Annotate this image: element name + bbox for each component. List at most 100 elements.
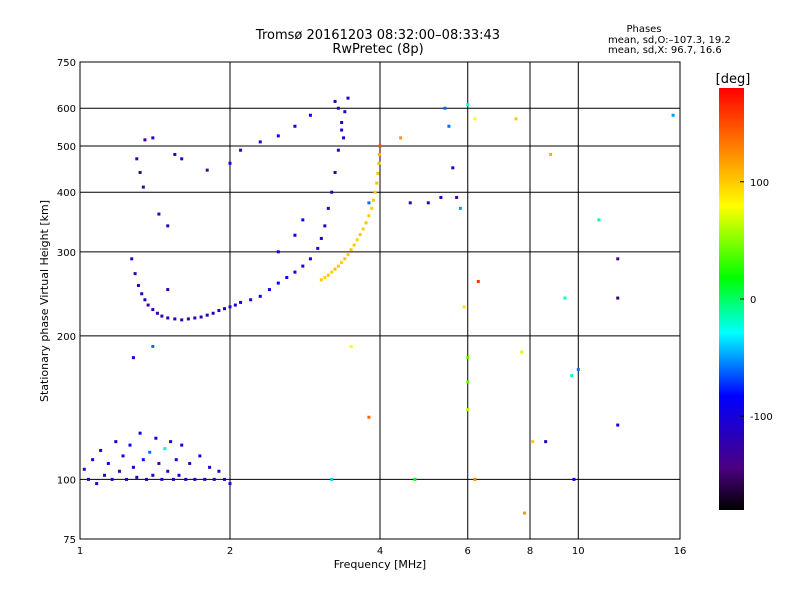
- data-point: [208, 465, 212, 469]
- data-point: [205, 313, 209, 317]
- data-point: [180, 318, 184, 322]
- data-point: [131, 465, 135, 469]
- data-point: [333, 99, 337, 103]
- data-point: [340, 128, 344, 132]
- data-point: [106, 461, 110, 465]
- data-point: [135, 157, 139, 161]
- data-point: [177, 473, 181, 477]
- data-point: [343, 257, 347, 261]
- data-point: [203, 477, 207, 481]
- data-point: [166, 224, 170, 228]
- data-point: [439, 195, 443, 199]
- data-point: [114, 440, 118, 444]
- data-point: [199, 315, 203, 319]
- data-point: [143, 138, 147, 142]
- data-point: [330, 477, 334, 481]
- data-point: [258, 294, 262, 298]
- data-point: [117, 469, 121, 473]
- data-point: [597, 218, 601, 222]
- data-point: [544, 440, 548, 444]
- data-point: [367, 201, 371, 205]
- data-point: [169, 440, 173, 444]
- data-point: [146, 303, 150, 307]
- data-point: [154, 436, 158, 440]
- data-point: [173, 317, 177, 321]
- x-tick-label: 4: [377, 546, 383, 557]
- data-point: [293, 233, 297, 237]
- data-point: [616, 257, 620, 261]
- data-point: [408, 201, 412, 205]
- data-point: [367, 214, 371, 218]
- data-point: [211, 311, 215, 315]
- data-point: [141, 458, 145, 462]
- x-tick-label: 16: [674, 546, 687, 557]
- data-point: [267, 288, 271, 292]
- data-point: [184, 477, 188, 481]
- data-point: [121, 454, 125, 458]
- data-point: [285, 276, 289, 280]
- data-point: [276, 134, 280, 138]
- data-point: [520, 350, 524, 354]
- data-point: [166, 469, 170, 473]
- data-point: [451, 166, 455, 170]
- data-point: [333, 170, 337, 174]
- data-point: [249, 298, 253, 302]
- y-tick-label: 200: [57, 332, 76, 343]
- data-point: [466, 356, 470, 360]
- stats-line-o: mean, sd,O:–107.3, 19.2: [608, 35, 731, 46]
- data-point: [523, 511, 527, 515]
- data-point: [570, 374, 574, 378]
- data-point: [455, 195, 459, 199]
- stats-line-x: mean, sd,X: 96.7, 16.6: [608, 45, 722, 56]
- y-tick-label: 100: [57, 475, 76, 486]
- data-point: [228, 482, 232, 486]
- data-point: [340, 260, 344, 264]
- data-point: [301, 218, 305, 222]
- data-point: [364, 221, 368, 225]
- y-tick-label: 400: [57, 188, 76, 199]
- data-point: [258, 140, 262, 144]
- data-point: [336, 106, 340, 110]
- data-point: [355, 238, 359, 242]
- x-axis-label: Frequency [MHz]: [334, 558, 426, 571]
- data-point: [128, 443, 132, 447]
- data-point: [174, 458, 178, 462]
- data-point: [514, 117, 518, 121]
- data-point: [326, 206, 330, 210]
- data-point: [343, 110, 347, 114]
- data-point: [473, 117, 477, 121]
- data-point: [549, 152, 553, 156]
- data-point: [462, 305, 466, 309]
- y-tick-label: 600: [57, 104, 76, 115]
- data-point: [217, 308, 221, 312]
- data-point: [173, 152, 177, 156]
- data-point: [110, 477, 114, 481]
- axis-ticks: 1 2 4 6 8 10 16 75 100 200 300 400 500 600 750: [57, 58, 686, 557]
- data-point: [157, 461, 161, 465]
- data-point: [361, 227, 365, 231]
- data-point: [166, 316, 170, 320]
- data-point: [148, 450, 152, 454]
- data-point: [336, 148, 340, 152]
- data-point: [333, 267, 337, 271]
- data-point: [358, 233, 362, 237]
- data-point: [616, 423, 620, 427]
- data-point: [205, 168, 209, 172]
- data-point: [217, 469, 221, 473]
- data-point: [616, 296, 620, 300]
- colorbar-tick-label: -100: [750, 412, 773, 423]
- x-tick-label: 6: [465, 546, 471, 557]
- data-point: [151, 136, 155, 140]
- y-tick-label: 500: [57, 142, 76, 153]
- data-point: [563, 296, 567, 300]
- plot-frame: [79, 61, 681, 540]
- data-point: [138, 170, 142, 174]
- data-point: [131, 356, 135, 360]
- data-point: [198, 454, 202, 458]
- data-point: [349, 248, 353, 252]
- y-tick-label: 75: [63, 535, 76, 546]
- data-point: [188, 461, 192, 465]
- data-point: [371, 198, 375, 202]
- data-point: [193, 477, 197, 481]
- data-point: [151, 344, 155, 348]
